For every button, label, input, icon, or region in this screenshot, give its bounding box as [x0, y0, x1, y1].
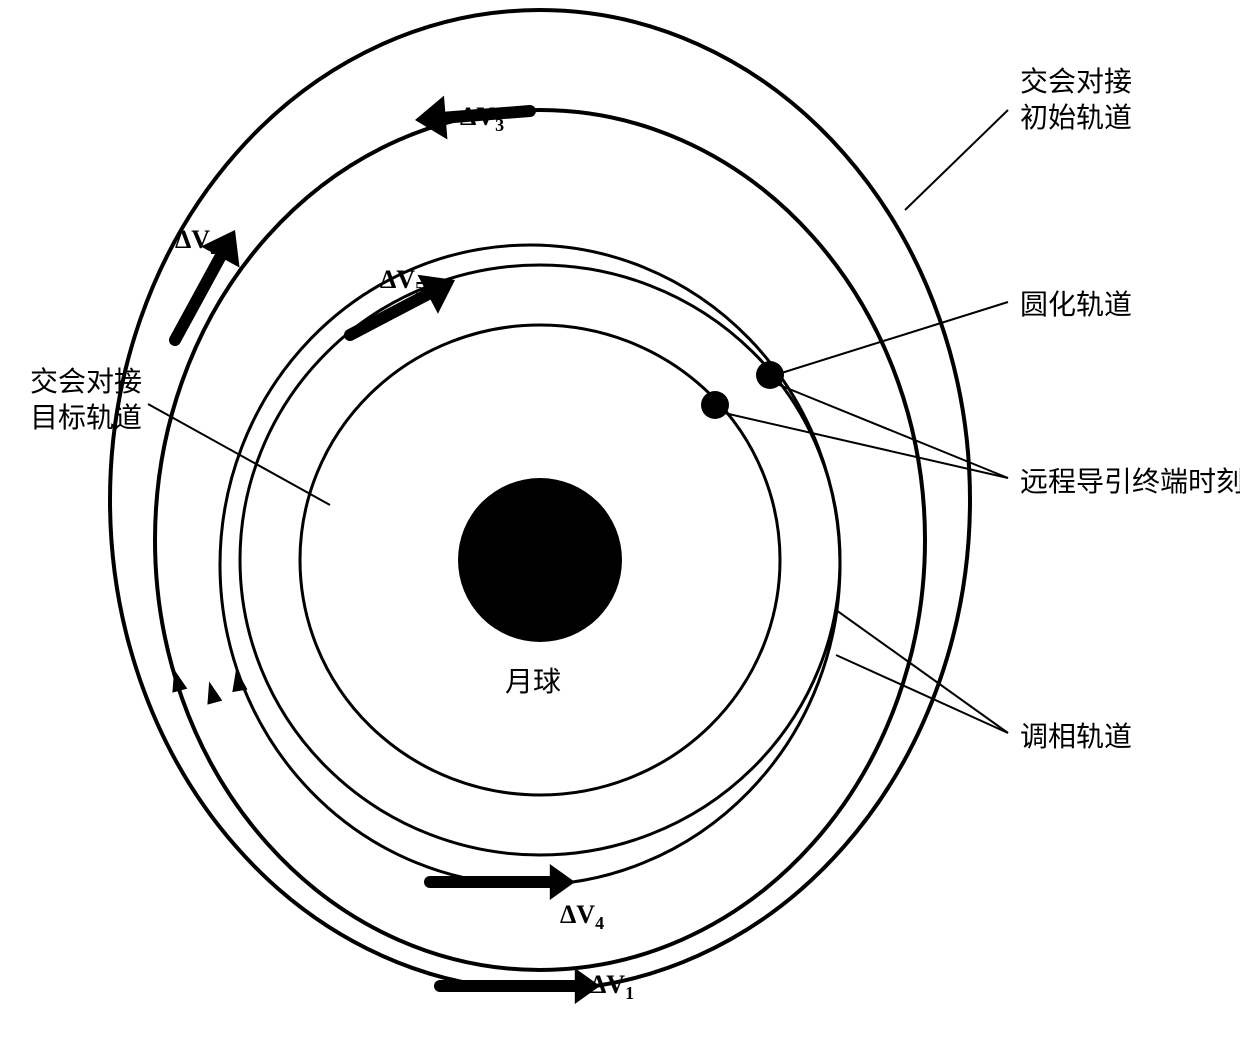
diagram-svg — [0, 0, 1240, 1048]
circular-orbit-label: 圆化轨道 — [1020, 288, 1132, 324]
moon-label: 月球 — [505, 660, 561, 700]
terminal-time-label: 远程导引终端时刻 — [1020, 465, 1240, 501]
orbital-diagram: ΔV1 ΔV2 ΔV3 ΔV4 ΔV5 月球 交会对接 初始轨道 圆化轨道 交会… — [0, 0, 1240, 1048]
delta-v4-label: ΔV4 — [560, 900, 604, 934]
delta-v2-label: ΔV2 — [175, 225, 219, 259]
target-orbit-label: 交会对接 目标轨道 — [30, 365, 142, 438]
delta-v5-label: ΔV5 — [380, 265, 424, 299]
initial-orbit-label: 交会对接 初始轨道 — [1020, 65, 1132, 138]
delta-v1-label: ΔV1 — [590, 970, 634, 1004]
delta-v3-label: ΔV3 — [460, 102, 504, 136]
phase-orbit-label: 调相轨道 — [1020, 720, 1132, 756]
